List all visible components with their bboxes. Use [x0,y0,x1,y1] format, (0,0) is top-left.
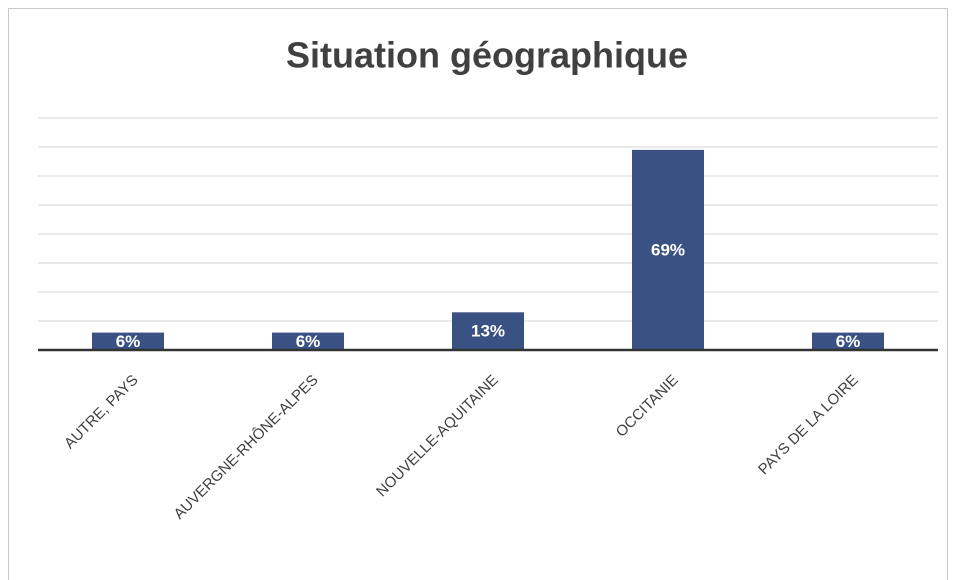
bar [272,332,344,350]
bar [632,149,704,350]
bar [92,332,164,350]
bar [452,312,524,350]
chart-title: Situation géographique [286,35,688,76]
bar [812,332,884,350]
data-label: 6% [836,332,861,351]
data-label: 69% [651,240,685,259]
data-label: 6% [296,332,321,351]
data-label: 13% [471,322,505,341]
chart-frame [8,8,948,580]
data-label: 6% [116,332,141,351]
